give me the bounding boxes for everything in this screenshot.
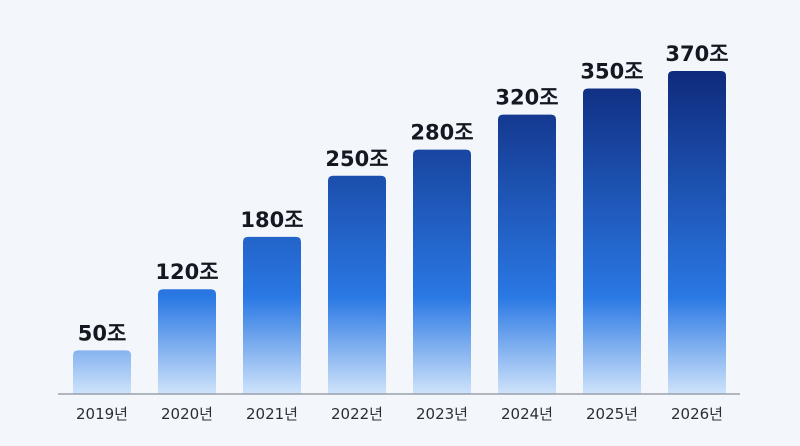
bar-2020년 — [158, 289, 216, 394]
bar-2022년 — [328, 175, 386, 394]
bar-2026년 — [668, 71, 726, 394]
data-label: 180조 — [240, 208, 303, 232]
x-tick-label: 2026년 — [671, 405, 723, 423]
bar-2025년 — [583, 88, 641, 394]
x-tick-label: 2023년 — [416, 405, 468, 423]
bar-2021년 — [243, 236, 301, 394]
data-label: 280조 — [410, 121, 473, 145]
data-label: 320조 — [495, 86, 558, 110]
data-label: 250조 — [325, 147, 388, 171]
bar-2023년 — [413, 149, 471, 394]
x-tick-label: 2021년 — [246, 405, 298, 423]
x-tick-label: 2025년 — [586, 405, 638, 423]
data-label: 350조 — [580, 59, 643, 83]
x-tick-label: 2024년 — [501, 405, 553, 423]
data-label: 370조 — [665, 42, 728, 66]
data-label: 50조 — [78, 321, 127, 345]
data-label: 120조 — [155, 260, 218, 284]
x-tick-label: 2020년 — [161, 405, 213, 423]
x-tick-label: 2022년 — [331, 405, 383, 423]
bar-2019년 — [73, 350, 131, 394]
bar-2024년 — [498, 114, 556, 394]
x-tick-label: 2019년 — [76, 405, 128, 423]
